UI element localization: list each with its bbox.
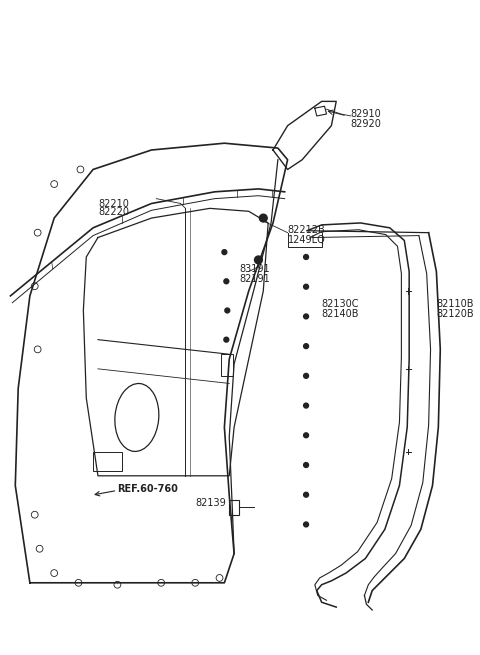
Text: 82220: 82220 [98,208,129,217]
Text: 82910: 82910 [351,109,382,119]
Text: 82130C: 82130C [322,299,359,309]
Circle shape [304,344,309,348]
Circle shape [304,284,309,289]
Circle shape [259,214,267,222]
Text: 82110B: 82110B [436,299,474,309]
Circle shape [222,250,227,255]
Text: 1249LQ: 1249LQ [288,234,325,244]
Circle shape [304,314,309,319]
Text: 82920: 82920 [351,119,382,129]
Bar [93,451,122,471]
Text: 82212B: 82212B [288,225,325,235]
Text: 83191: 83191 [239,264,270,274]
Circle shape [304,493,309,497]
Circle shape [304,255,309,259]
Bar [221,354,233,375]
Text: 82140B: 82140B [322,309,359,318]
Circle shape [304,433,309,438]
Text: 82210: 82210 [98,198,129,209]
Circle shape [304,403,309,408]
Circle shape [254,256,262,264]
Text: 82120B: 82120B [436,309,474,318]
Text: 82139: 82139 [195,498,226,508]
Circle shape [304,462,309,468]
Circle shape [225,308,230,313]
Circle shape [224,279,229,284]
Text: REF.60-760: REF.60-760 [118,483,178,494]
Circle shape [304,373,309,379]
Circle shape [224,337,229,342]
Circle shape [304,522,309,527]
Text: 82191: 82191 [239,274,270,284]
Bar [229,500,239,515]
